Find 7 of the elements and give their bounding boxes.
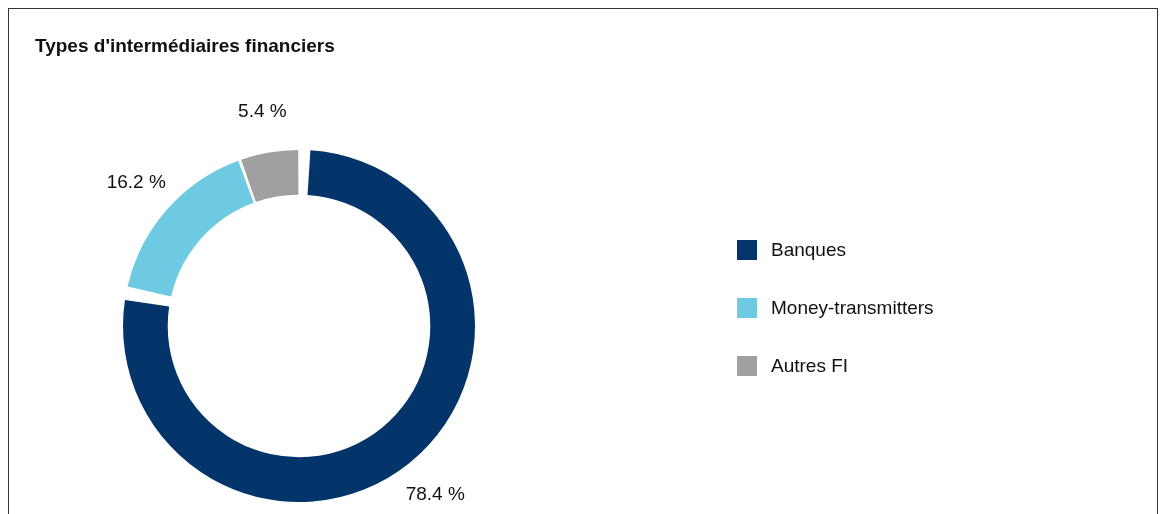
legend-label: Autres FI	[771, 355, 849, 377]
data-label: 78.4 %	[405, 483, 465, 505]
data-label: 5.4 %	[238, 100, 287, 122]
data-label: 16.2 %	[106, 170, 166, 192]
chart-title: Types d'intermédiaires financiers	[35, 35, 335, 57]
legend-label: Banques	[771, 239, 847, 261]
legend-label: Money-transmitters	[771, 297, 934, 319]
